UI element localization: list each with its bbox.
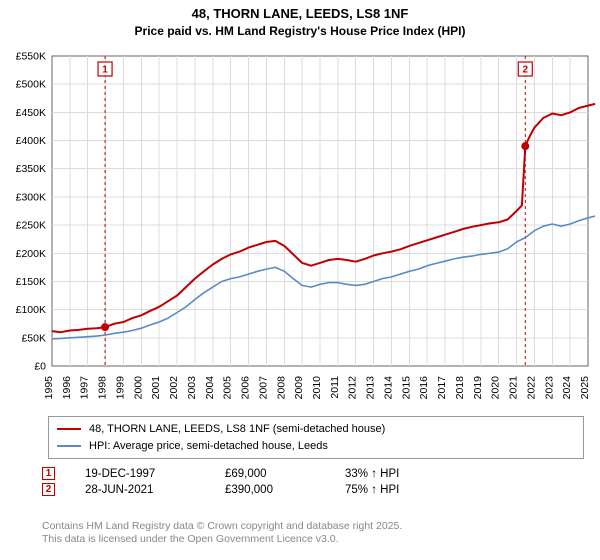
svg-text:1999: 1999: [114, 376, 126, 400]
svg-text:2004: 2004: [204, 376, 216, 400]
svg-text:2019: 2019: [472, 376, 484, 400]
event-date: 19-DEC-1997: [85, 468, 195, 480]
title-line1: 48, THORN LANE, LEEDS, LS8 1NF: [0, 6, 600, 22]
svg-text:£300K: £300K: [16, 191, 46, 203]
svg-text:2013: 2013: [365, 376, 377, 400]
page-title: 48, THORN LANE, LEEDS, LS8 1NF Price pai…: [0, 0, 600, 39]
svg-text:2020: 2020: [490, 376, 502, 400]
svg-text:1998: 1998: [97, 376, 109, 400]
chart-svg: £0 £50K £100K £150K £200K £250K £300K £350K £400…: [0, 48, 600, 408]
svg-text:2017: 2017: [436, 376, 448, 400]
event-pct: 33% ↑ HPI: [345, 468, 399, 480]
title-line2: Price paid vs. HM Land Registry's House …: [0, 24, 600, 39]
svg-text:2009: 2009: [293, 376, 305, 400]
svg-text:2015: 2015: [400, 376, 412, 400]
event-row: 1 19-DEC-1997 £69,000 33% ↑ HPI: [42, 467, 584, 480]
event-date: 28-JUN-2021: [85, 484, 195, 496]
legend: 48, THORN LANE, LEEDS, LS8 1NF (semi-det…: [48, 416, 584, 459]
svg-text:2006: 2006: [240, 376, 252, 400]
svg-text:2025: 2025: [579, 376, 591, 400]
svg-text:£350K: £350K: [16, 163, 46, 175]
event-badge-2: 2: [42, 483, 55, 496]
event-price: £69,000: [225, 468, 315, 480]
chart: £0 £50K £100K £150K £200K £250K £300K £350K £400…: [0, 48, 600, 408]
svg-text:2007: 2007: [257, 376, 269, 400]
svg-text:£0: £0: [34, 361, 46, 373]
legend-swatch-price-paid: [57, 428, 81, 430]
event-badge-1: 1: [42, 467, 55, 480]
svg-text:£550K: £550K: [16, 51, 46, 63]
svg-text:2012: 2012: [347, 376, 359, 400]
footer: Contains HM Land Registry data © Crown c…: [42, 520, 584, 546]
legend-swatch-hpi: [57, 445, 81, 447]
svg-text:2003: 2003: [186, 376, 198, 400]
svg-text:2001: 2001: [150, 376, 162, 400]
svg-text:£150K: £150K: [16, 276, 46, 288]
svg-text:2018: 2018: [454, 376, 466, 400]
svg-text:£250K: £250K: [16, 220, 46, 232]
svg-text:2023: 2023: [543, 376, 555, 400]
svg-text:2000: 2000: [132, 376, 144, 400]
svg-text:2022: 2022: [525, 376, 537, 400]
legend-label-price-paid: 48, THORN LANE, LEEDS, LS8 1NF (semi-det…: [89, 421, 385, 438]
footer-line1: Contains HM Land Registry data © Crown c…: [42, 520, 584, 533]
svg-text:£450K: £450K: [16, 107, 46, 119]
svg-text:1995: 1995: [43, 376, 55, 400]
svg-text:1997: 1997: [79, 376, 91, 400]
svg-text:2: 2: [523, 65, 529, 76]
svg-text:£400K: £400K: [16, 135, 46, 147]
event-price: £390,000: [225, 484, 315, 496]
legend-item-hpi: HPI: Average price, semi-detached house,…: [57, 438, 575, 455]
svg-text:£100K: £100K: [16, 304, 46, 316]
svg-text:£50K: £50K: [21, 332, 46, 344]
svg-text:2008: 2008: [275, 376, 287, 400]
event-pct: 75% ↑ HPI: [345, 484, 399, 496]
legend-label-hpi: HPI: Average price, semi-detached house,…: [89, 438, 328, 455]
svg-text:2005: 2005: [222, 376, 234, 400]
svg-text:2002: 2002: [168, 376, 180, 400]
svg-text:2014: 2014: [382, 376, 394, 400]
svg-text:1: 1: [102, 65, 108, 76]
svg-text:2011: 2011: [329, 376, 341, 399]
footer-line2: This data is licensed under the Open Gov…: [42, 533, 584, 546]
svg-text:1996: 1996: [61, 376, 73, 400]
event-row: 2 28-JUN-2021 £390,000 75% ↑ HPI: [42, 483, 584, 496]
svg-text:£200K: £200K: [16, 248, 46, 260]
legend-item-price-paid: 48, THORN LANE, LEEDS, LS8 1NF (semi-det…: [57, 421, 575, 438]
events-table: 1 19-DEC-1997 £69,000 33% ↑ HPI 2 28-JUN…: [42, 464, 584, 499]
svg-text:£500K: £500K: [16, 79, 46, 91]
svg-text:2021: 2021: [508, 376, 520, 400]
svg-text:2016: 2016: [418, 376, 430, 400]
svg-text:2010: 2010: [311, 376, 323, 400]
svg-text:2024: 2024: [561, 376, 573, 400]
